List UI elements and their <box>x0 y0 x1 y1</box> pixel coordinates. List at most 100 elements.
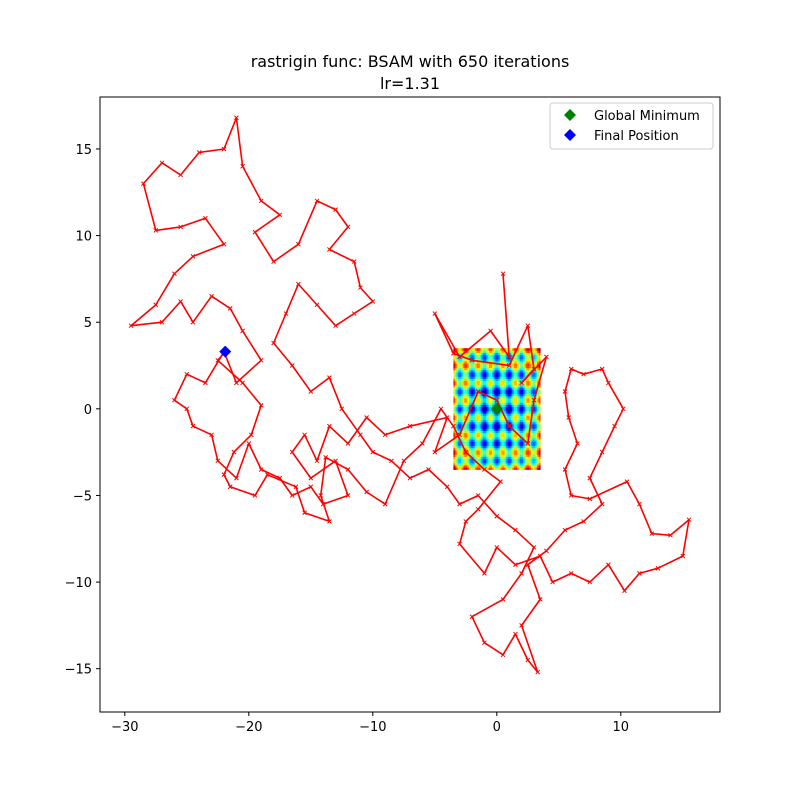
heatmap-cell <box>485 395 488 399</box>
heatmap-cell <box>490 411 493 414</box>
heatmap-cell <box>464 406 467 410</box>
heatmap-cell <box>476 421 479 425</box>
heatmap-cell <box>506 449 509 453</box>
heatmap-cell <box>459 376 462 379</box>
heatmap-cell <box>507 447 510 451</box>
heatmap-cell <box>453 439 456 442</box>
trajectory-segment <box>186 408 194 427</box>
heatmap-cell <box>529 434 532 438</box>
heatmap-cell <box>495 445 498 449</box>
heatmap-cell <box>453 361 456 364</box>
heatmap-cell <box>467 421 470 425</box>
heatmap-cell <box>529 374 532 377</box>
heatmap-cell <box>503 462 505 466</box>
heatmap-cell <box>465 402 468 405</box>
heatmap-cell <box>473 439 476 442</box>
heatmap-cell <box>470 380 473 384</box>
heatmap-cell <box>498 369 501 373</box>
heatmap-cell <box>492 460 495 464</box>
heatmap-cell <box>495 460 498 464</box>
heatmap-cell <box>515 434 518 438</box>
trajectory-segment <box>223 351 238 384</box>
heatmap-cell <box>458 415 460 418</box>
heatmap-cell <box>485 413 488 416</box>
trajectory-segment <box>366 491 386 505</box>
trajectory-point <box>153 302 159 308</box>
heatmap-cell <box>526 447 529 451</box>
heatmap-cell <box>524 389 527 392</box>
heatmap-cell <box>473 387 476 390</box>
heatmap-cell <box>520 428 522 431</box>
heatmap-cell <box>513 447 516 451</box>
heatmap-cell <box>530 367 533 371</box>
heatmap-cell <box>473 354 476 358</box>
heatmap-cell <box>468 374 471 377</box>
heatmap-cell <box>538 411 541 414</box>
heatmap-cell <box>532 465 535 468</box>
heatmap-cell <box>454 419 457 423</box>
heatmap-cell <box>470 378 473 382</box>
trajectory-segment <box>161 300 182 323</box>
heatmap-cell <box>478 363 481 366</box>
heatmap-cell <box>481 423 484 427</box>
heatmap-cell <box>456 447 459 451</box>
trajectory-point <box>246 441 252 446</box>
heatmap-cell <box>472 378 474 382</box>
heatmap-cell <box>476 458 479 462</box>
heatmap-cell <box>456 382 459 386</box>
heatmap-cell <box>529 354 532 358</box>
heatmap-cell <box>515 415 518 418</box>
heatmap-cell <box>510 443 513 447</box>
heatmap-cell <box>537 432 540 436</box>
heatmap-cell <box>507 365 510 369</box>
heatmap-cell <box>484 372 487 375</box>
heatmap-cell <box>468 421 471 425</box>
heatmap-cell <box>538 430 541 434</box>
heatmap-cell <box>493 352 496 356</box>
heatmap-cell <box>468 363 471 366</box>
heatmap-cell <box>521 449 524 453</box>
heatmap-cell <box>465 462 468 466</box>
heatmap-cell <box>464 361 467 364</box>
heatmap-cell <box>476 367 479 371</box>
heatmap-cell <box>524 458 527 462</box>
trajectory-point <box>519 380 524 386</box>
heatmap-cell <box>459 352 462 356</box>
heatmap-cell <box>515 443 518 447</box>
heatmap-cell <box>465 372 468 375</box>
heatmap-cell <box>527 369 530 373</box>
heatmap-cell <box>467 398 470 401</box>
trajectory-segment <box>601 425 616 453</box>
heatmap-cell <box>532 393 535 397</box>
heatmap-cell <box>468 350 471 353</box>
heatmap-cell <box>537 365 540 369</box>
heatmap-cell <box>473 443 476 447</box>
trajectory-point <box>457 501 462 507</box>
heatmap-cell <box>507 465 510 468</box>
heatmap-cell <box>504 372 507 375</box>
heatmap-cell <box>467 372 470 375</box>
heatmap-cell <box>456 415 459 418</box>
heatmap-cell <box>526 458 529 462</box>
trajectory-point <box>184 406 190 412</box>
trajectory-point <box>612 423 617 429</box>
heatmap-cell <box>510 400 513 403</box>
heatmap-cell <box>459 387 462 390</box>
trajectory-point <box>221 146 227 152</box>
heatmap-cell <box>487 452 490 455</box>
trajectory-point <box>668 532 673 538</box>
heatmap-cell <box>518 430 521 434</box>
heatmap-cell <box>453 454 456 457</box>
heatmap-cell <box>526 359 529 362</box>
heatmap-cell <box>535 356 538 360</box>
heatmap-cell <box>475 430 478 434</box>
heatmap-cell <box>487 372 490 375</box>
heatmap-cell <box>458 417 460 421</box>
heatmap-cell <box>484 359 487 362</box>
heatmap-cell <box>493 467 496 470</box>
heatmap-cell <box>489 372 491 375</box>
trajectory-segment <box>496 399 510 427</box>
heatmap-cell <box>516 348 519 351</box>
heatmap-cell <box>530 389 533 392</box>
heatmap-cell <box>472 356 474 360</box>
